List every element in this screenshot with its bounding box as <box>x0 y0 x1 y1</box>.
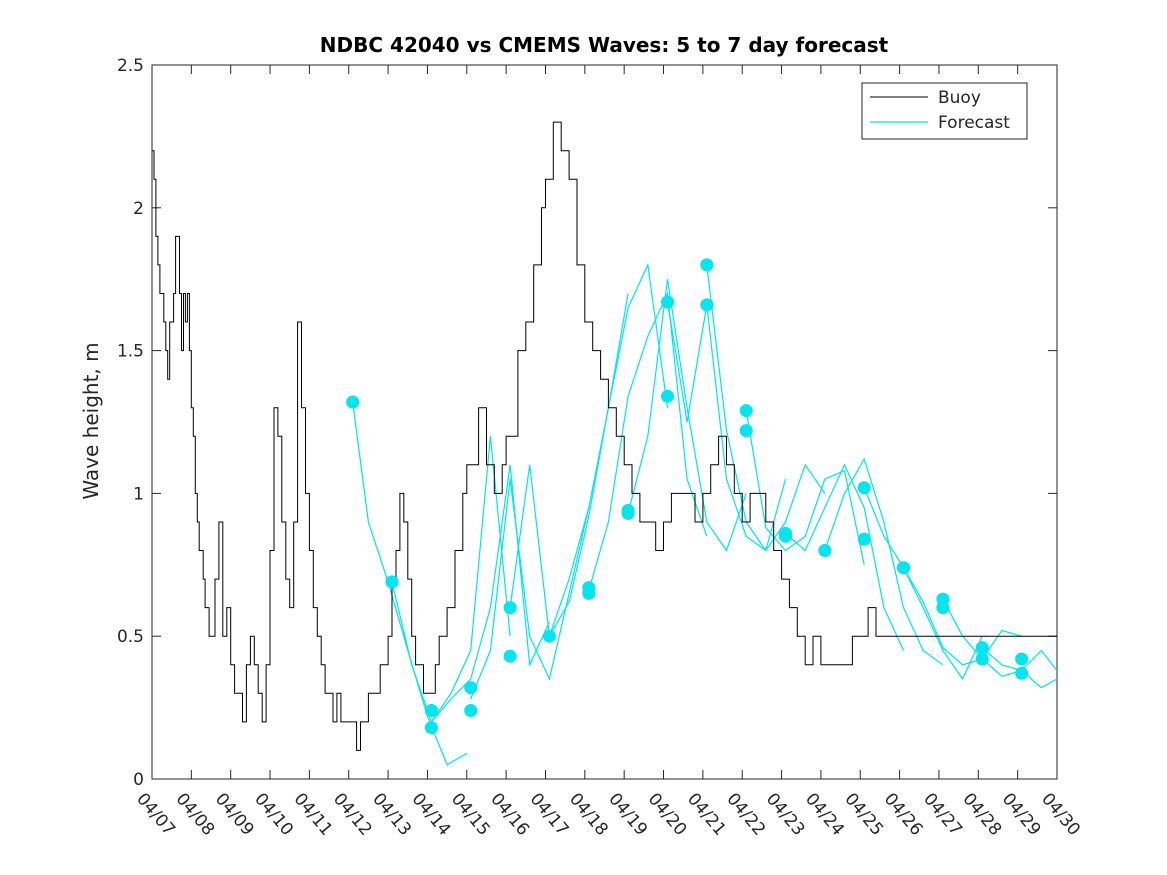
forecast-marker <box>975 641 989 655</box>
forecast-run-line <box>706 264 826 552</box>
forecast-marker <box>700 258 714 272</box>
buoy-series <box>152 121 1057 751</box>
x-tick-label: 04/20 <box>644 789 691 839</box>
forecast-marker <box>661 295 674 309</box>
x-tick-label: 04/19 <box>604 789 651 839</box>
forecast-run-line <box>902 567 1022 666</box>
x-tick-label: 04/26 <box>880 789 927 839</box>
x-tick-label: 04/08 <box>172 789 219 839</box>
forecast-marker <box>779 529 792 543</box>
forecast-run-line <box>627 279 747 552</box>
forecast-marker <box>857 481 871 495</box>
forecast-marker <box>818 544 832 557</box>
forecast-marker <box>897 561 910 575</box>
y-tick-label: 0 <box>133 770 144 790</box>
forecast-run-line <box>942 598 1058 677</box>
forecast-marker <box>1015 666 1029 680</box>
forecast-marker <box>542 629 556 643</box>
forecast-markers <box>346 258 1029 735</box>
y-tick-label: 1.5 <box>117 342 144 362</box>
x-tick-label: 04/11 <box>290 789 337 839</box>
forecast-run-line <box>548 262 669 637</box>
x-tick-label: 04/17 <box>526 789 573 839</box>
forecast-marker <box>739 404 753 418</box>
forecast-marker <box>424 704 438 717</box>
forecast-run-line <box>863 487 983 681</box>
y-tick-label: 1 <box>133 484 144 504</box>
x-tick-label: 04/22 <box>722 789 769 839</box>
forecast-marker <box>464 681 478 695</box>
x-tick-label: 04/15 <box>447 789 494 839</box>
x-tick-label: 04/10 <box>250 789 297 839</box>
x-tick-label: 04/09 <box>211 789 258 839</box>
forecast-run-line <box>785 463 905 651</box>
forecast-series <box>352 262 1058 766</box>
legend-box <box>861 82 1028 140</box>
x-tick-label: 04/24 <box>801 789 848 839</box>
forecast-marker <box>936 601 950 615</box>
buoy-line <box>152 121 1057 751</box>
x-tick-label: 04/07 <box>132 789 179 839</box>
forecast-run-line <box>470 479 590 700</box>
forecast-marker <box>975 652 989 666</box>
forecast-marker <box>857 532 871 546</box>
forecast-run-line <box>745 410 865 565</box>
legend-buoy-label: Buoy <box>938 88 981 108</box>
forecast-run-line <box>352 401 468 766</box>
y-tick-label: 0.5 <box>117 627 144 647</box>
x-tick-label: 04/14 <box>408 789 455 839</box>
x-tick-label: 04/29 <box>998 789 1045 839</box>
forecast-marker <box>503 649 517 663</box>
x-tick-label: 04/21 <box>683 789 730 839</box>
forecast-run-line <box>824 457 944 666</box>
x-tick-label: 04/25 <box>840 789 887 839</box>
forecast-marker <box>346 395 360 409</box>
forecast-run-line <box>588 291 708 591</box>
forecast-run-line <box>430 464 550 723</box>
y-tick-label: 2.5 <box>117 56 144 76</box>
forecast-marker <box>424 721 438 735</box>
forecast-marker <box>700 298 714 312</box>
chart-title: NDBC 42040 vs CMEMS Waves: 5 to 7 day fo… <box>320 33 889 57</box>
x-tick-label: 04/28 <box>958 789 1005 839</box>
forecast-marker <box>582 586 596 600</box>
y-axis: 0 0.5 1 1.5 2 2.5 <box>117 56 1057 790</box>
x-tick-label: 04/23 <box>762 789 809 839</box>
forecast-marker <box>661 389 674 403</box>
forecast-marker <box>464 704 478 717</box>
forecast-marker <box>621 506 635 520</box>
y-axis-label: Wave height, m <box>79 342 103 499</box>
legend-forecast-label: Forecast <box>938 113 1010 133</box>
forecast-run-line <box>509 293 629 637</box>
axes-box <box>151 64 1058 780</box>
forecast-marker <box>1015 652 1029 666</box>
x-tick-label: 04/12 <box>329 789 376 839</box>
forecast-marker <box>503 601 517 615</box>
x-tick-label: 04/16 <box>486 789 533 839</box>
x-tick-label: 04/18 <box>565 789 612 839</box>
y-tick-label: 2 <box>133 199 144 219</box>
forecast-run-line <box>391 436 511 724</box>
x-axis: 04/0704/0804/0904/1004/1104/1204/1304/14… <box>132 65 1084 840</box>
x-tick-label: 04/13 <box>368 789 415 839</box>
x-tick-label: 04/27 <box>919 789 966 839</box>
forecast-marker <box>385 575 399 589</box>
legend: Buoy Forecast <box>861 82 1028 140</box>
x-tick-label: 04/30 <box>1037 789 1084 839</box>
forecast-marker <box>739 424 753 438</box>
plot-area: 00.511.522.5 04/0704/0804/0904/1004/1104… <box>117 56 1084 840</box>
